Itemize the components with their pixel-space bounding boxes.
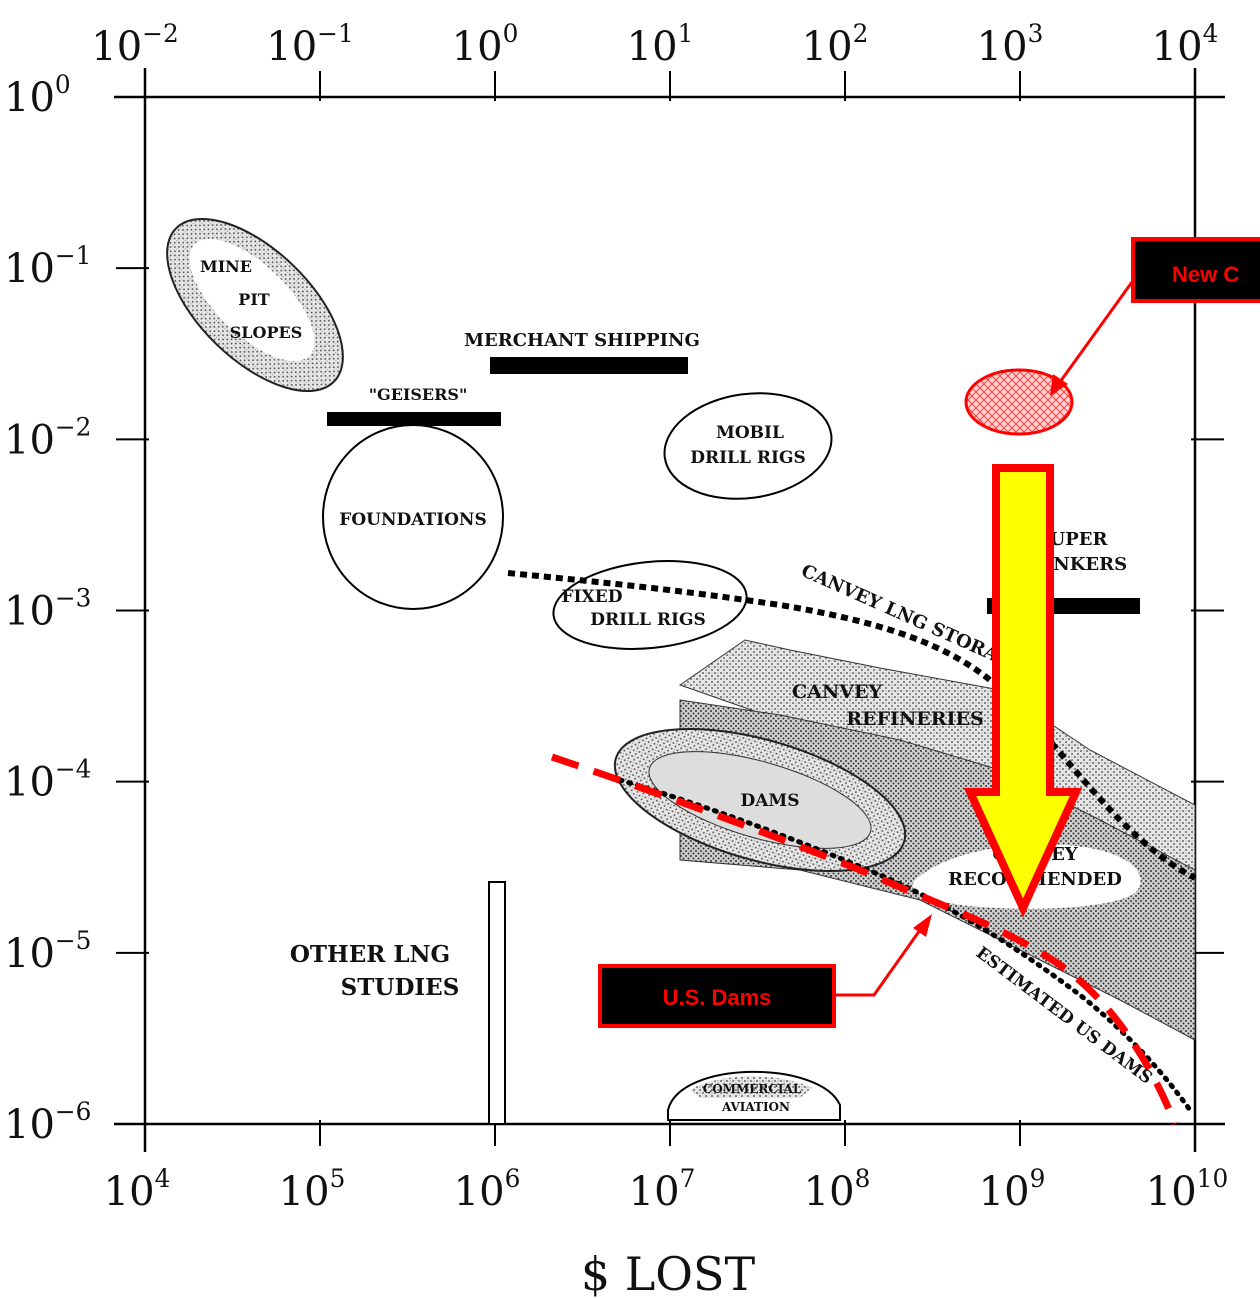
geisers-bar xyxy=(327,412,501,426)
top-tick-label: 10−1 xyxy=(266,19,353,70)
top-tick-label: 101 xyxy=(627,19,694,70)
label-other-lng: OTHER LNG xyxy=(290,941,450,968)
bottom-tick-label: 107 xyxy=(629,1164,696,1215)
merchant-shipping-bar xyxy=(490,357,688,374)
series-red-dashed xyxy=(550,753,1179,1126)
mine-pit-slopes-inner xyxy=(189,238,315,362)
new-arrow-line xyxy=(1058,281,1134,383)
label-foundations: FOUNDATIONS xyxy=(339,510,486,530)
dams-inner xyxy=(648,751,872,849)
bottom-tick-label: 109 xyxy=(979,1164,1046,1215)
left-tick-label: 10−5 xyxy=(4,926,91,977)
mobil-drill-rigs-region xyxy=(663,392,833,500)
us-dams-label-box xyxy=(598,964,836,1028)
left-tick-label: 10−4 xyxy=(4,755,91,806)
label-slopes: SLOPES xyxy=(230,323,303,342)
series-lines xyxy=(507,570,1197,1126)
other-lng-studies-bar xyxy=(488,881,506,1125)
label-canvey: CANVEY xyxy=(792,681,882,703)
label-mobil-drill-rigs: DRILL RIGS xyxy=(690,448,806,468)
left-tick-label: 10−1 xyxy=(4,241,91,292)
new-arrow-head xyxy=(1050,374,1068,396)
label-refineries: REFINERIES xyxy=(846,708,983,730)
us-dams-arrow-line xyxy=(834,929,922,997)
top-tick-label: 103 xyxy=(977,19,1044,70)
label-pit: PIT xyxy=(238,290,270,309)
label-mine: MINE xyxy=(200,257,252,276)
commercial-aviation-stipple xyxy=(690,1076,812,1098)
left-tick-label: 10−2 xyxy=(4,412,91,463)
left-tick-label: 100 xyxy=(4,70,71,121)
left-tick-label: 10−6 xyxy=(4,1097,91,1148)
label-studies: STUDIES xyxy=(341,974,460,1001)
label-fixed: FIXED xyxy=(562,587,623,607)
bottom-tick-label: 108 xyxy=(804,1164,871,1215)
label-aviation: AVIATION xyxy=(721,1100,790,1114)
bottom-tick-label: 105 xyxy=(279,1164,346,1215)
regions xyxy=(166,217,1196,1125)
label-geisers: "GEISERS" xyxy=(369,385,468,404)
us-dams-label-text: U.S. Dams xyxy=(663,985,772,1010)
label-mobil: MOBIL xyxy=(716,423,784,443)
new-crosshatch-marker xyxy=(964,368,1074,436)
us-dams-arrow-head xyxy=(913,914,932,937)
annotation-us-dams: U.S. Dams xyxy=(598,914,932,1028)
left-tick-label: 10−3 xyxy=(4,584,91,635)
label-dams: DAMS xyxy=(740,791,799,811)
axis-ticks: 104 105 106 107 108 109 1010 10−2 10−1 100 101 102 1… xyxy=(4,19,1228,1215)
bottom-tick-label: 104 xyxy=(104,1164,171,1215)
fixed-drill-rigs-region xyxy=(552,560,748,650)
new-label-box xyxy=(1131,237,1260,303)
bottom-tick-label: 1010 xyxy=(1146,1164,1228,1215)
top-tick-label: 104 xyxy=(1152,19,1219,70)
bottom-tick-label: 106 xyxy=(454,1164,521,1215)
top-tick-label: 10−2 xyxy=(91,19,178,70)
label-merchant-shipping: MERCHANT SHIPPING xyxy=(464,330,700,351)
new-label-text: New C xyxy=(1172,262,1239,287)
annotation-new: New C xyxy=(964,237,1260,436)
yellow-down-arrow xyxy=(963,464,1083,918)
top-tick-label: 102 xyxy=(802,19,869,70)
series-canvey-lng-storage xyxy=(507,570,1197,881)
top-tick-label: 100 xyxy=(452,19,519,70)
x-axis-label: $ LOST xyxy=(581,1247,756,1298)
label-fixed-drill-rigs: DRILL RIGS xyxy=(590,610,706,630)
label-super: SUPER xyxy=(1037,529,1109,550)
label-commercial: COMMERCIAL xyxy=(703,1082,802,1096)
